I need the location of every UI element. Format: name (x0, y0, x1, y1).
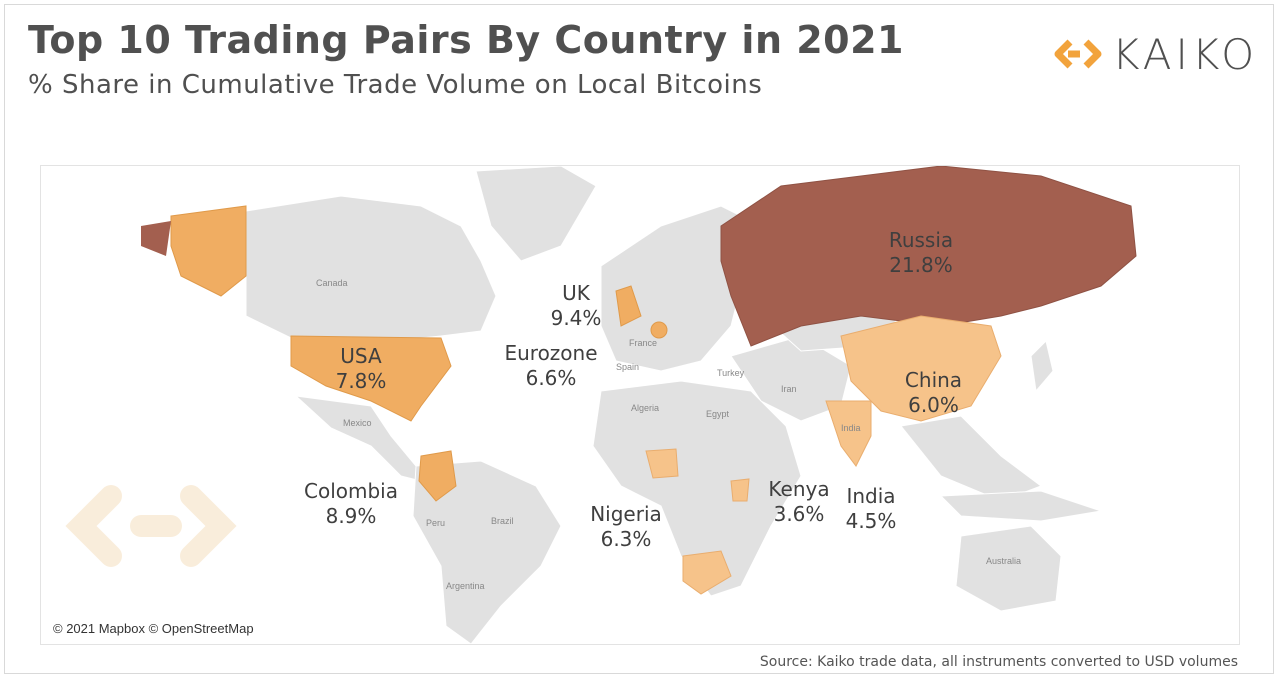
southeast-asia-shape (900, 415, 1043, 502)
uk-shape (615, 285, 642, 327)
map-label-france: France (629, 338, 658, 348)
region-share: 6.0% (908, 393, 959, 417)
region-share: 9.4% (550, 306, 602, 330)
south-america-shape (412, 460, 562, 644)
map-label-algeria: Algeria (631, 403, 660, 413)
region-share: 4.5% (845, 509, 897, 533)
kaiko-watermark-icon (65, 485, 237, 567)
world-map-svg (65, 166, 1137, 644)
region-share: 6.3% (600, 527, 652, 551)
south-africa-shape (682, 550, 732, 595)
region-label-kenya: Kenya 3.6% (759, 477, 839, 527)
region-name: Nigeria (590, 502, 662, 526)
map-label-australia: Australia (986, 556, 1022, 566)
region-name: India (846, 484, 896, 508)
map-label-brazil: Brazil (491, 516, 514, 526)
eurozone-marker (650, 321, 668, 339)
page-subtitle: % Share in Cumulative Trade Volume on Lo… (28, 70, 763, 100)
region-share: 7.8% (335, 369, 387, 393)
region-share: 8.9% (325, 504, 377, 528)
map-label-spain: Spain (616, 362, 640, 372)
region-share: 3.6% (773, 502, 825, 526)
map-label-iran: Iran (781, 384, 797, 394)
nigeria-shape (645, 448, 679, 479)
region-name: China (904, 368, 963, 392)
colombia-shape (418, 450, 457, 502)
region-label-nigeria: Nigeria 6.3% (576, 502, 676, 552)
japan-shape (1030, 340, 1054, 393)
greenland-shape (475, 166, 597, 262)
chukotka-shape (141, 221, 171, 256)
region-label-eurozone: Eurozone 6.6% (496, 341, 606, 391)
kaiko-chain-link-icon (1054, 39, 1102, 69)
figure-frame (4, 4, 1274, 674)
alaska-shape (170, 205, 247, 297)
map-label-turkey: Turkey (717, 368, 745, 378)
world-map[interactable]: Canada Mexico Peru Brazil Argentina Fran… (40, 165, 1240, 645)
australia-shape (955, 525, 1062, 612)
russia-shape (720, 166, 1137, 347)
region-name: Colombia (304, 479, 398, 503)
map-label-argentina: Argentina (446, 581, 485, 591)
map-label-egypt: Egypt (706, 409, 730, 419)
source-note: Source: Kaiko trade data, all instrument… (759, 654, 1238, 670)
india-shape (825, 400, 872, 467)
region-label-usa: USA 7.8% (326, 344, 396, 394)
region-label-colombia: Colombia 8.9% (296, 479, 406, 529)
page-title: Top 10 Trading Pairs By Country in 2021 (28, 18, 904, 62)
map-attribution[interactable]: © 2021 Mapbox © OpenStreetMap (47, 619, 260, 638)
region-share: 21.8% (889, 253, 953, 277)
canada-shape (245, 195, 497, 342)
kaiko-logo-text: KAIKO (1112, 30, 1259, 79)
kenya-shape (730, 478, 750, 502)
usa-shape (290, 335, 452, 422)
region-name: Eurozone (504, 341, 598, 365)
map-label-canada: Canada (316, 278, 348, 288)
region-label-india: India 4.5% (836, 484, 906, 534)
map-label-india: India (841, 423, 861, 433)
region-share: 6.6% (525, 366, 577, 390)
africa-shape (592, 380, 802, 597)
map-label-mexico: Mexico (343, 418, 372, 428)
region-name: Russia (888, 228, 954, 252)
region-name: USA (340, 344, 382, 368)
map-label-peru: Peru (426, 518, 446, 528)
indonesia-shape (939, 490, 1102, 522)
region-name: Kenya (768, 477, 830, 501)
china-shape (840, 315, 1002, 422)
region-label-russia: Russia 21.8% (876, 228, 966, 278)
region-label-china: China 6.0% (896, 368, 971, 418)
region-label-uk: UK 9.4% (546, 281, 606, 331)
region-name: UK (562, 281, 590, 305)
